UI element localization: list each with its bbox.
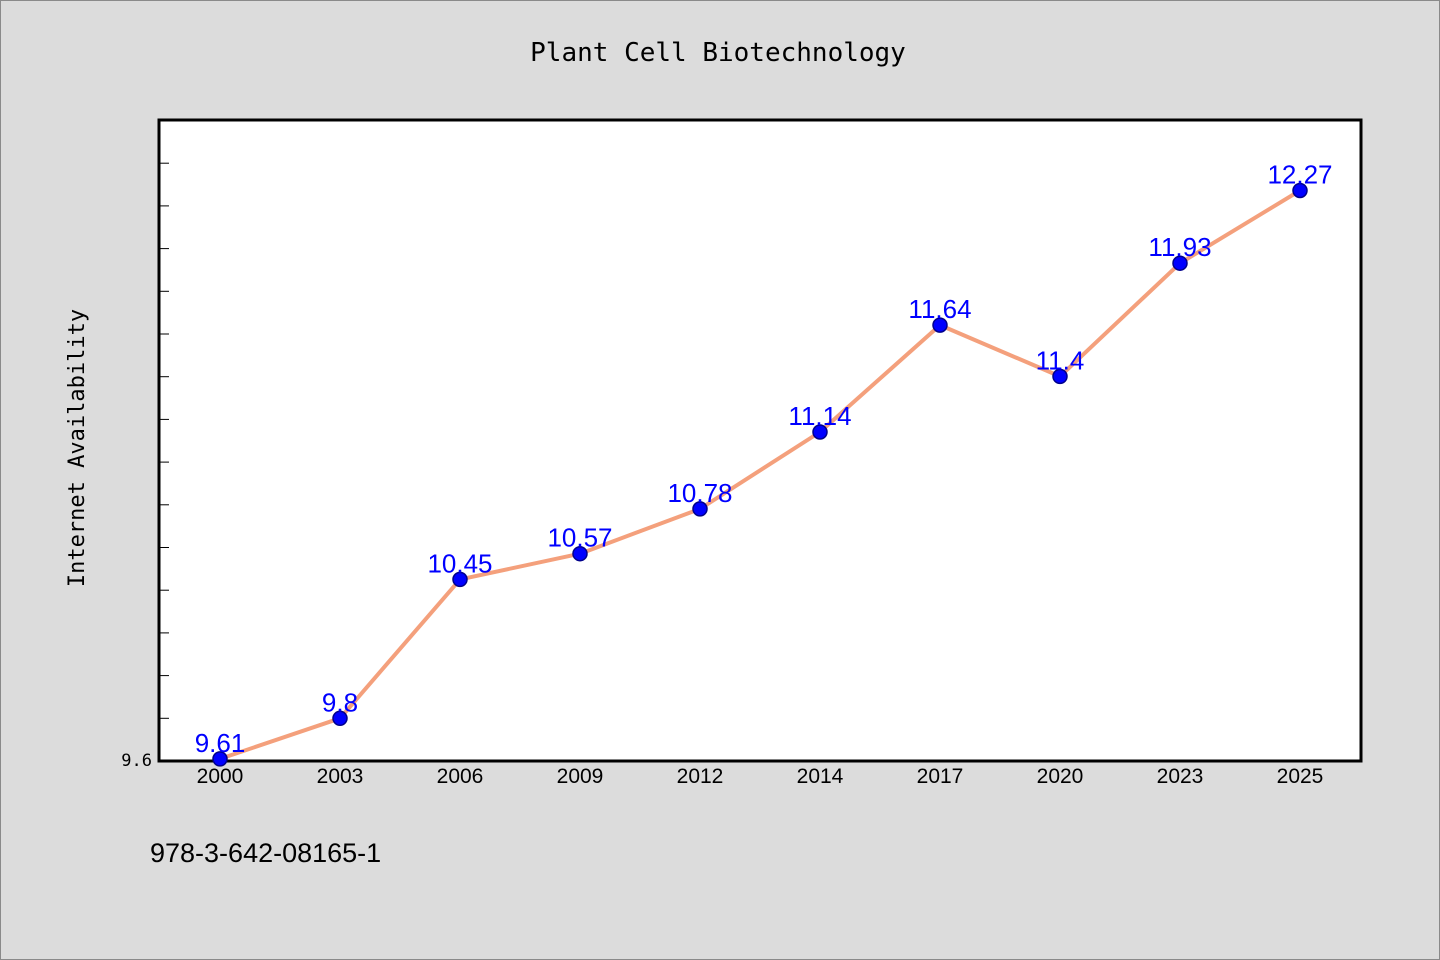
x-tick-label: 2020 <box>1037 765 1084 788</box>
data-label: 9.61 <box>195 728 246 758</box>
x-tick-label: 2017 <box>917 765 964 788</box>
plot-area <box>157 118 1363 763</box>
x-tick-label: 2006 <box>437 765 484 788</box>
data-point-marker <box>332 710 348 727</box>
data-label: 11.93 <box>1148 232 1211 262</box>
x-axis-tick-labels: 2000 2003 2006 2009 2012 2014 2017 2020 2023 2025 <box>197 765 1324 788</box>
x-tick-label: 2009 <box>557 765 604 788</box>
y-axis-minor-ticks <box>159 162 169 762</box>
data-point-marker <box>692 501 708 517</box>
data-label: 9.8 <box>322 687 358 717</box>
data-label: 11.4 <box>1036 345 1085 375</box>
data-point-marker <box>212 751 228 767</box>
data-label: 12.27 <box>1267 160 1332 190</box>
y-tick-label: 9.6 <box>121 751 152 771</box>
data-label: 11.14 <box>788 401 851 431</box>
data-label: 10.45 <box>427 548 492 578</box>
series-line <box>219 188 1302 761</box>
x-tick-label: 2023 <box>1157 765 1204 788</box>
data-point-marker <box>572 545 588 562</box>
data-labels: 9.61 9.8 10.45 10.57 10.78 11.14 11.64 11.4 11.9… <box>195 160 1333 758</box>
chart-title: Plant Cell Biotechnology <box>530 38 906 68</box>
data-point-marker <box>452 571 468 588</box>
data-label: 10.78 <box>667 478 732 508</box>
series-line-group <box>219 188 1302 761</box>
data-point-marker <box>1172 255 1188 271</box>
x-tick-label: 2025 <box>1277 765 1324 788</box>
data-point-marker <box>1052 368 1068 385</box>
isbn-text: 978-3-642-08165-1 <box>150 838 381 868</box>
x-tick-label: 2014 <box>797 765 844 788</box>
data-label: 11.64 <box>908 294 971 324</box>
data-markers <box>212 182 1308 767</box>
x-tick-label: 2012 <box>677 765 724 788</box>
x-tick-label: 2003 <box>317 765 364 788</box>
data-label: 10.57 <box>547 523 612 553</box>
data-point-marker <box>932 317 948 333</box>
x-tick-label: 2000 <box>197 765 244 788</box>
y-axis-label: Internet Availability <box>65 309 90 587</box>
data-point-marker <box>1292 182 1308 199</box>
data-point-marker <box>812 424 828 440</box>
